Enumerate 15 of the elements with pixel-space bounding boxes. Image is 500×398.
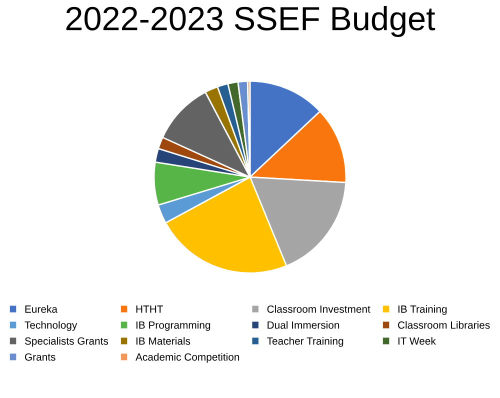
legend-label: IB Training <box>398 305 447 315</box>
legend-label: Classroom Libraries <box>398 321 490 329</box>
legend-label: Academic Competition <box>136 353 240 363</box>
legend-label: Dual Immersion <box>268 321 340 329</box>
legend-label: IB Materials <box>136 337 190 345</box>
chart-title: 2022-2023 SSEF Budget <box>66 6 436 38</box>
legend-label: HTHT <box>136 306 164 313</box>
legend-label: Grants <box>25 353 56 361</box>
legend-label: Specialists Grants <box>24 337 108 347</box>
legend-label: Classroom Investment <box>267 305 370 313</box>
legend-label: Eureka <box>25 305 58 313</box>
legend-label: IB Programming <box>136 321 210 331</box>
legend-label: Teacher Training <box>267 337 344 347</box>
legend-label: Technology <box>24 321 78 331</box>
legend-label: IT Week <box>398 337 436 345</box>
